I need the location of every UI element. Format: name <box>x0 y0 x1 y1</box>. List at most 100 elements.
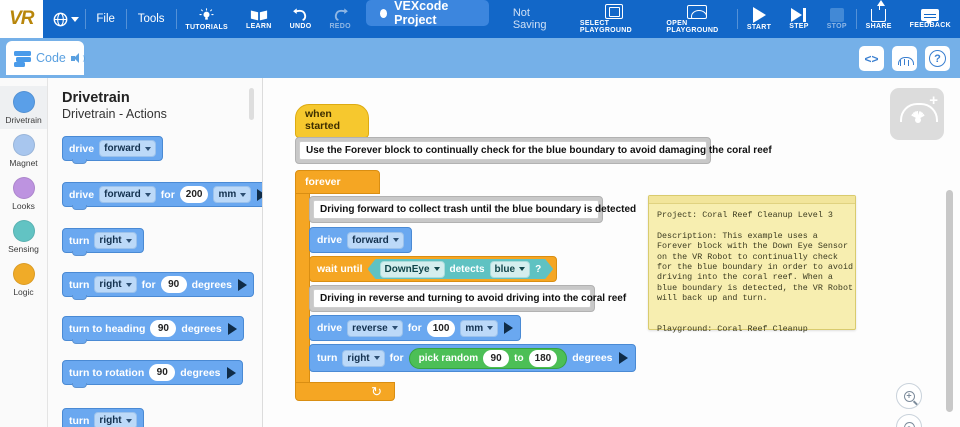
category-sensing[interactable]: Sensing <box>0 215 47 258</box>
chevron-down-icon <box>434 267 440 271</box>
expand-arrow-icon[interactable] <box>237 278 247 291</box>
help-button[interactable]: ? <box>925 46 950 71</box>
code-blocks-icon <box>14 50 31 67</box>
dropdown-direction[interactable]: right <box>94 276 137 293</box>
step-button[interactable]: STEP <box>780 0 817 38</box>
number-input-heading[interactable]: 90 <box>150 320 177 337</box>
category-logic[interactable]: Logic <box>0 258 47 301</box>
expand-arrow-icon[interactable] <box>618 352 628 364</box>
learn-button[interactable]: LEARN <box>237 0 281 38</box>
dropdown-direction[interactable]: right <box>94 412 137 427</box>
comment-text: Driving forward to collect trash until t… <box>313 200 636 219</box>
number-input-degrees[interactable]: 90 <box>160 276 187 293</box>
block-label-drive: drive <box>69 142 95 155</box>
stop-button[interactable]: STOP <box>818 0 856 38</box>
category-drivetrain[interactable]: Drivetrain <box>0 86 47 129</box>
palette-block-partial[interactable]: turn right <box>62 408 144 427</box>
tab-code[interactable]: Code <box>6 41 85 75</box>
speaker-icon[interactable] <box>70 52 85 64</box>
comment-block-1[interactable]: Use the Forever block to continually che… <box>295 137 772 164</box>
expand-arrow-icon[interactable] <box>227 322 237 335</box>
project-note[interactable]: Project: Coral Reef Cleanup Level 3 Desc… <box>648 195 856 334</box>
comment-block-3[interactable]: Driving in reverse and turning to avoid … <box>309 285 626 312</box>
zoom-out-button[interactable]: - <box>896 414 922 427</box>
sensing-boolean-block[interactable]: DownEye detects blue ? <box>368 259 554 279</box>
block-pick-random[interactable]: pick random 90 to 180 <box>408 347 568 369</box>
dropdown-direction[interactable]: forward <box>347 231 404 249</box>
dropdown-color[interactable]: blue <box>490 261 531 278</box>
view-code-button[interactable]: <> <box>859 46 884 71</box>
menu-tools[interactable]: Tools <box>137 13 165 25</box>
block-drive-reverse[interactable]: drive reverse for 100 mm <box>309 315 522 341</box>
block-label-for: for <box>160 188 175 201</box>
category-looks[interactable]: Looks <box>0 172 47 215</box>
block-when-started[interactable]: when started <box>295 104 369 138</box>
dropdown-value: DownEye <box>384 263 430 275</box>
palette-scrollbar[interactable] <box>249 88 254 120</box>
block-label-turn: turn <box>69 234 90 247</box>
palette-block-turn-for[interactable]: turn right for 90 degrees <box>62 272 254 300</box>
menu-file[interactable]: File <box>96 13 115 25</box>
redo-button[interactable]: REDO <box>320 0 359 38</box>
robot-preview-badge[interactable]: + <box>890 88 944 140</box>
number-input-distance[interactable]: 100 <box>426 319 456 337</box>
project-name-field[interactable]: VEXcode Project <box>365 0 489 27</box>
open-playground-icon <box>687 4 708 19</box>
block-wait-until[interactable]: wait until DownEye detects blue ? <box>309 256 558 282</box>
forever-header[interactable]: forever <box>295 170 380 194</box>
robot-config-button[interactable] <box>892 46 917 71</box>
share-button[interactable]: SHARE <box>857 0 901 38</box>
start-button[interactable]: START <box>738 0 780 38</box>
dropdown-value: right <box>99 415 122 426</box>
expand-arrow-icon[interactable] <box>226 366 236 379</box>
tutorials-button[interactable]: TUTORIALS <box>176 0 237 38</box>
help-icon: ? <box>929 50 946 67</box>
palette-block-drive-for[interactable]: drive forward for 200 mm <box>62 182 262 210</box>
select-playground-button[interactable]: SELECT PLAYGROUND <box>571 0 658 38</box>
code-workspace[interactable]: + when started Use the Forever block to … <box>263 78 960 427</box>
palette-block-turn-to-rotation[interactable]: turn to rotation 90 degrees <box>62 360 243 388</box>
block-drive-forward[interactable]: drive forward <box>309 227 412 253</box>
block-forever[interactable]: forever ↻ <box>295 170 395 401</box>
dropdown-sensor[interactable]: DownEye <box>380 261 445 278</box>
palette-block-drive[interactable]: drive forward <box>62 136 163 164</box>
block-notch <box>72 295 87 300</box>
play-icon <box>752 7 766 23</box>
forever-footer[interactable]: ↻ <box>295 382 395 401</box>
palette-block-turn-to-heading[interactable]: turn to heading 90 degrees <box>62 316 244 344</box>
block-notch <box>72 251 87 256</box>
category-magnet[interactable]: Magnet <box>0 129 47 172</box>
number-input-rotation[interactable]: 90 <box>149 364 176 381</box>
block-notch <box>72 339 87 344</box>
number-input-distance[interactable]: 200 <box>179 186 209 203</box>
dropdown-direction[interactable]: forward <box>99 186 156 203</box>
zoom-in-button[interactable]: + <box>896 383 922 409</box>
loop-arrow-icon: ↻ <box>371 383 382 399</box>
number-input-random-min[interactable]: 90 <box>483 349 510 367</box>
palette-block-turn[interactable]: turn right <box>62 228 144 256</box>
block-label-degrees: degrees <box>191 278 232 291</box>
dropdown-unit[interactable]: mm <box>460 319 499 337</box>
expand-arrow-icon[interactable] <box>504 322 514 334</box>
comment-block-2[interactable]: Driving forward to collect trash until t… <box>309 196 636 223</box>
dropdown-direction[interactable]: right <box>94 232 137 249</box>
open-playground-button[interactable]: OPEN PLAYGROUND <box>657 0 737 38</box>
feedback-button[interactable]: FEEDBACK <box>901 0 960 38</box>
language-selector[interactable] <box>43 0 85 38</box>
dropdown-direction[interactable]: right <box>342 349 385 367</box>
dropdown-direction[interactable]: forward <box>99 140 156 157</box>
block-palette[interactable]: Drivetrain Drivetrain - Actions drive fo… <box>48 78 263 427</box>
number-input-random-max[interactable]: 180 <box>528 349 558 367</box>
dropdown-value: right <box>99 279 122 290</box>
block-turn-random[interactable]: turn right for pick random 90 to 180 deg… <box>309 344 636 372</box>
project-status-dot <box>379 8 388 18</box>
block-label-turn: turn <box>69 278 90 291</box>
note-title-bar[interactable] <box>649 196 855 204</box>
dropdown-direction[interactable]: reverse <box>347 319 403 337</box>
undo-button[interactable]: UNDO <box>281 0 321 38</box>
expand-arrow-icon[interactable] <box>257 188 262 201</box>
chevron-down-icon <box>125 418 132 423</box>
workspace-scrollbar[interactable] <box>946 190 953 412</box>
zoom-in-glyph: + <box>906 390 912 401</box>
dropdown-unit[interactable]: mm <box>213 186 252 203</box>
